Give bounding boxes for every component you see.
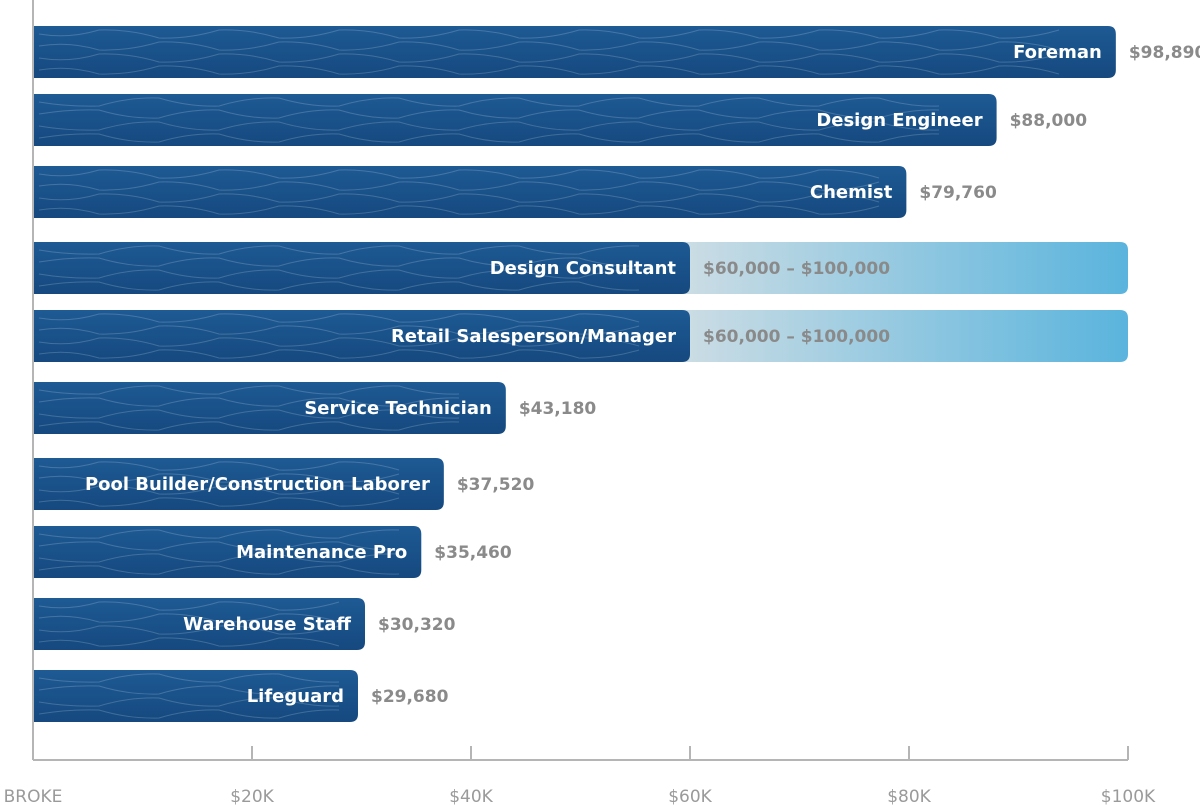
bar-texture (38, 245, 640, 291)
bar-group-lifeguard: Lifeguard $29,680 (33, 670, 449, 722)
bar-texture (38, 313, 640, 359)
water-line (38, 625, 340, 635)
bars-layer: Foreman $98,890 Design Engineer $88,000 Chem… (33, 26, 1200, 722)
water-line (38, 245, 640, 255)
value-label: $60,000 – $100,000 (703, 327, 890, 347)
water-line (38, 461, 400, 471)
bar-texture (38, 169, 880, 215)
bar (33, 598, 366, 650)
water-line (38, 409, 460, 419)
water-line (38, 109, 940, 119)
bar-label: Chemist (810, 182, 893, 203)
bar-label: Maintenance Pro (236, 542, 407, 563)
water-line (38, 337, 640, 347)
water-line (38, 565, 400, 575)
bar-texture (38, 29, 1060, 75)
bar (33, 458, 444, 510)
water-line (38, 697, 340, 707)
value-label: $79,760 (919, 183, 997, 203)
bar-texture (38, 385, 460, 431)
water-line (38, 349, 640, 359)
bar-group-maintenance-pro: Maintenance Pro $35,460 (33, 526, 512, 578)
value-label: $29,680 (371, 687, 449, 707)
bar-group-chemist: Chemist $79,760 (33, 166, 997, 218)
water-line (38, 29, 1060, 39)
bar-group-foreman: Foreman $98,890 (33, 26, 1200, 78)
water-line (38, 601, 340, 611)
value-label: $88,000 (1010, 111, 1088, 131)
bar (33, 26, 1116, 78)
value-label: $43,180 (519, 399, 597, 419)
water-line (38, 169, 880, 179)
bar-texture (38, 461, 400, 507)
water-line (38, 133, 940, 143)
value-label: $98,890 (1129, 43, 1200, 63)
water-line (38, 485, 400, 495)
water-line (38, 181, 880, 191)
bar-texture (38, 529, 400, 575)
water-line (38, 257, 640, 267)
bar-group-warehouse-staff: Warehouse Staff $30,320 (33, 598, 456, 650)
water-line (38, 281, 640, 291)
water-line (38, 205, 880, 215)
bar-group-design-engineer: Design Engineer $88,000 (33, 94, 1087, 146)
water-line (38, 53, 1060, 63)
water-line (38, 685, 340, 695)
water-line (38, 269, 640, 279)
bar-texture (38, 601, 340, 647)
water-line (38, 673, 340, 683)
water-line (38, 637, 340, 647)
bar (33, 382, 506, 434)
water-line (38, 541, 400, 551)
value-label: $35,460 (434, 543, 512, 563)
bar (33, 242, 690, 294)
water-line (38, 709, 340, 719)
water-line (38, 313, 640, 323)
water-line (38, 65, 1060, 75)
value-label: $60,000 – $100,000 (703, 259, 890, 279)
value-label: $30,320 (378, 615, 456, 635)
water-line (38, 121, 940, 131)
bar-label: Design Consultant (490, 258, 677, 279)
x-tick-label: $40K (449, 787, 493, 805)
x-tick-label: $100K (1101, 787, 1156, 805)
x-tick-label: BROKE (4, 787, 63, 805)
water-line (38, 497, 400, 507)
bar-label: Design Engineer (816, 110, 982, 131)
bar-group-design-consultant: Design Consultant $60,000 – $100,000 (33, 242, 1128, 294)
bar-label: Service Technician (304, 398, 491, 419)
bar (33, 310, 690, 362)
bar-texture (38, 673, 340, 719)
bar-group-pool-builder-construction-laborer: Pool Builder/Construction Laborer $37,520 (33, 458, 534, 510)
water-line (38, 385, 460, 395)
water-line (38, 397, 460, 407)
water-line (38, 613, 340, 623)
bar (33, 94, 997, 146)
water-line (38, 473, 400, 483)
water-line (38, 529, 400, 539)
bar-label: Lifeguard (247, 686, 344, 707)
water-line (38, 325, 640, 335)
x-axis: BROKE $20K $40K $60K $80K $100K (4, 0, 1156, 805)
bar-label: Warehouse Staff (183, 614, 351, 635)
bar-label: Foreman (1013, 42, 1102, 63)
bar (33, 670, 358, 722)
bar-label: Retail Salesperson/Manager (391, 326, 676, 347)
bar-label: Pool Builder/Construction Laborer (85, 474, 430, 495)
x-tick-label: $60K (668, 787, 712, 805)
water-line (38, 421, 460, 431)
water-line (38, 41, 1060, 51)
bar-group-retail-salesperson-manager: Retail Salesperson/Manager $60,000 – $100… (33, 310, 1128, 362)
x-tick-label: $80K (887, 787, 931, 805)
bar-group-service-technician: Service Technician $43,180 (33, 382, 596, 434)
water-line (38, 97, 940, 107)
bar (33, 526, 422, 578)
water-line (38, 193, 880, 203)
water-line (38, 553, 400, 563)
value-label: $37,520 (457, 475, 535, 495)
x-tick-label: $20K (230, 787, 274, 805)
bar (33, 166, 907, 218)
bar-texture (38, 97, 940, 143)
